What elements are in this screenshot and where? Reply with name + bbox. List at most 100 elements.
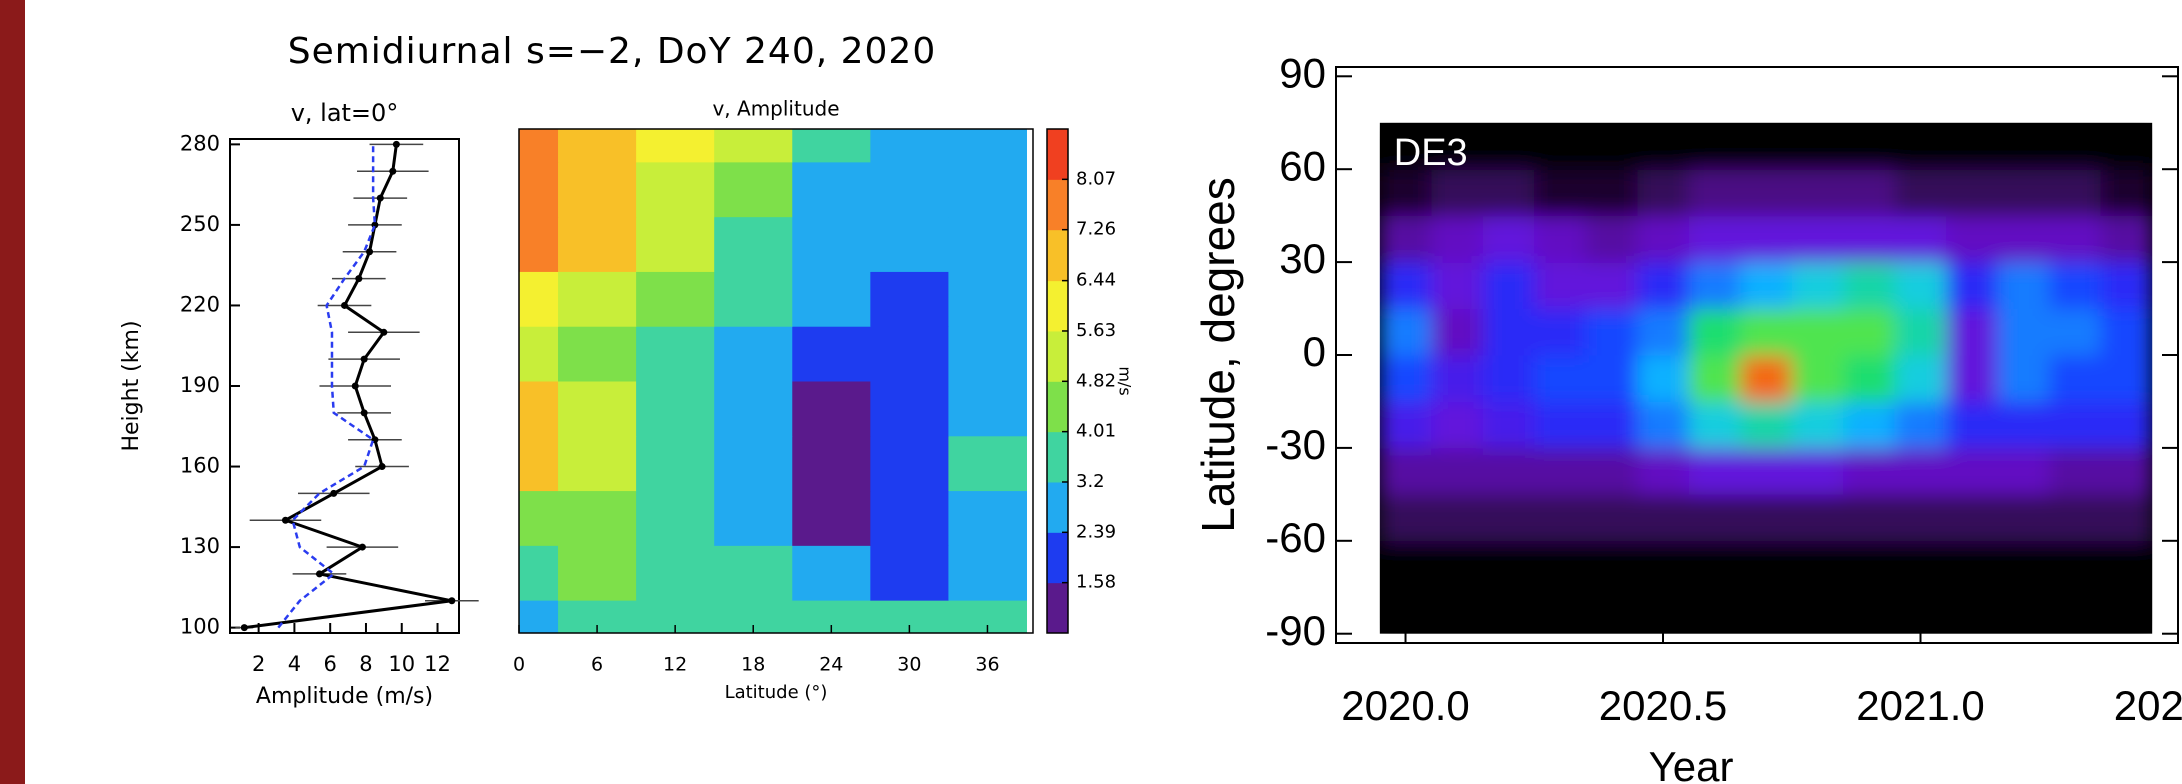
heatmap-cell (1534, 494, 1586, 541)
y-tick-label: 250 (180, 212, 220, 236)
heatmap-cell (1740, 309, 1792, 356)
heatmap-cell (1843, 355, 1895, 402)
contour-cell (948, 436, 1027, 491)
x-tick-label: 8 (359, 652, 372, 676)
x-axis-label: Latitude (°) (725, 682, 828, 703)
heatmap-cell (1792, 216, 1844, 263)
data-point (377, 195, 384, 202)
x-tick-label: 0 (513, 654, 525, 676)
heatmap-cell (1740, 169, 1792, 216)
heatmap-cell (2101, 216, 2153, 263)
contour-cell (948, 491, 1027, 546)
data-point (379, 463, 386, 470)
heatmap-cell (1483, 587, 1535, 634)
x-tick-label: 6 (324, 652, 337, 676)
heatmap-cell (1792, 123, 1844, 170)
heatmap-cell (1998, 123, 2050, 170)
contour-cell (636, 326, 715, 381)
contour-cell (714, 491, 793, 546)
heatmap-cell (1431, 494, 1483, 541)
heatmap-cell (1895, 309, 1947, 356)
contour-cell (792, 545, 871, 600)
data-point (361, 409, 368, 416)
heatmap-cell (1534, 448, 1586, 495)
heatmap-cell (1843, 541, 1895, 588)
contour-cell (870, 271, 949, 326)
heatmap-cell (1431, 448, 1483, 495)
data-point (282, 517, 289, 524)
panel-label: DE3 (1394, 132, 1468, 174)
heatmap-cell (1998, 587, 2050, 634)
contour-cell (792, 217, 871, 272)
heatmap-cell (1586, 355, 1638, 402)
heatmap-cell (1998, 262, 2050, 309)
heatmap-cell (1895, 123, 1947, 170)
data-point (448, 597, 455, 604)
heatmap-cell (1380, 262, 1432, 309)
heatmap-cell (2101, 123, 2153, 170)
heatmap-cell (1998, 541, 2050, 588)
contour-cell (636, 162, 715, 217)
x-axis-label: Amplitude (m/s) (256, 684, 433, 709)
heatmap-cell (1792, 494, 1844, 541)
heatmap-cell (1380, 541, 1432, 588)
data-point (380, 329, 387, 336)
heatmap-cell (1998, 448, 2050, 495)
contour-cell (714, 436, 793, 491)
contour-cell (558, 491, 637, 546)
heatmap-cell (1534, 355, 1586, 402)
heatmap-cell (1431, 355, 1483, 402)
x-axis-label: Year (1649, 743, 1734, 784)
contour-cell (792, 326, 871, 381)
heatmap-cell (1689, 123, 1741, 170)
heatmap-cell (1586, 587, 1638, 634)
heatmap-cell (2049, 216, 2101, 263)
heatmap-cell (1946, 541, 1998, 588)
contour-cell (636, 107, 715, 162)
heatmap-cell (1534, 216, 1586, 263)
heatmap-cell (1483, 448, 1535, 495)
contour-cell (870, 162, 949, 217)
contour-cell (870, 436, 949, 491)
heatmap-cell (1689, 494, 1741, 541)
colorbar-band (1047, 532, 1068, 583)
heatmap-cell (1586, 169, 1638, 216)
colorbar-band (1047, 583, 1068, 634)
heatmap-cell (1792, 262, 1844, 309)
heatmap-cell (1792, 309, 1844, 356)
heatmap-cell (2049, 123, 2101, 170)
y-tick-label: -90 (1265, 607, 1326, 654)
heatmap-cell (2049, 355, 2101, 402)
heatmap-cell (1895, 541, 1947, 588)
heatmap-cell (1534, 401, 1586, 448)
heatmap-cell (2101, 587, 2153, 634)
heatmap-cell (1380, 494, 1432, 541)
heatmap-cell (1689, 587, 1741, 634)
heatmap-cell (1586, 494, 1638, 541)
contour-cell (714, 162, 793, 217)
contour-cell (558, 217, 637, 272)
y-tick-label: 90 (1279, 49, 1326, 96)
contour-cell (558, 326, 637, 381)
heatmap-cell (1792, 448, 1844, 495)
y-tick-label: 60 (1279, 142, 1326, 189)
heatmap-cell (2101, 401, 2153, 448)
heatmap-cell (1792, 401, 1844, 448)
heatmap-cell (1740, 587, 1792, 634)
y-tick-label: -60 (1265, 514, 1326, 561)
heatmap-cell (1895, 169, 1947, 216)
contour-cell (870, 326, 949, 381)
heatmap-cell (1895, 448, 1947, 495)
contour-cell (558, 162, 637, 217)
heatmap-cell (2101, 355, 2153, 402)
y-tick-label: 100 (180, 615, 220, 639)
heatmap-cell (1534, 587, 1586, 634)
x-tick-label: 2020.5 (1599, 682, 1727, 729)
colorbar-band (1047, 230, 1068, 281)
contour-cell (948, 545, 1027, 600)
contour-cell (558, 436, 637, 491)
contour-cell (948, 107, 1027, 162)
heatmap-cell (1843, 169, 1895, 216)
heatmap-cell (1843, 309, 1895, 356)
x-tick-label: 2021.0 (1856, 682, 1984, 729)
